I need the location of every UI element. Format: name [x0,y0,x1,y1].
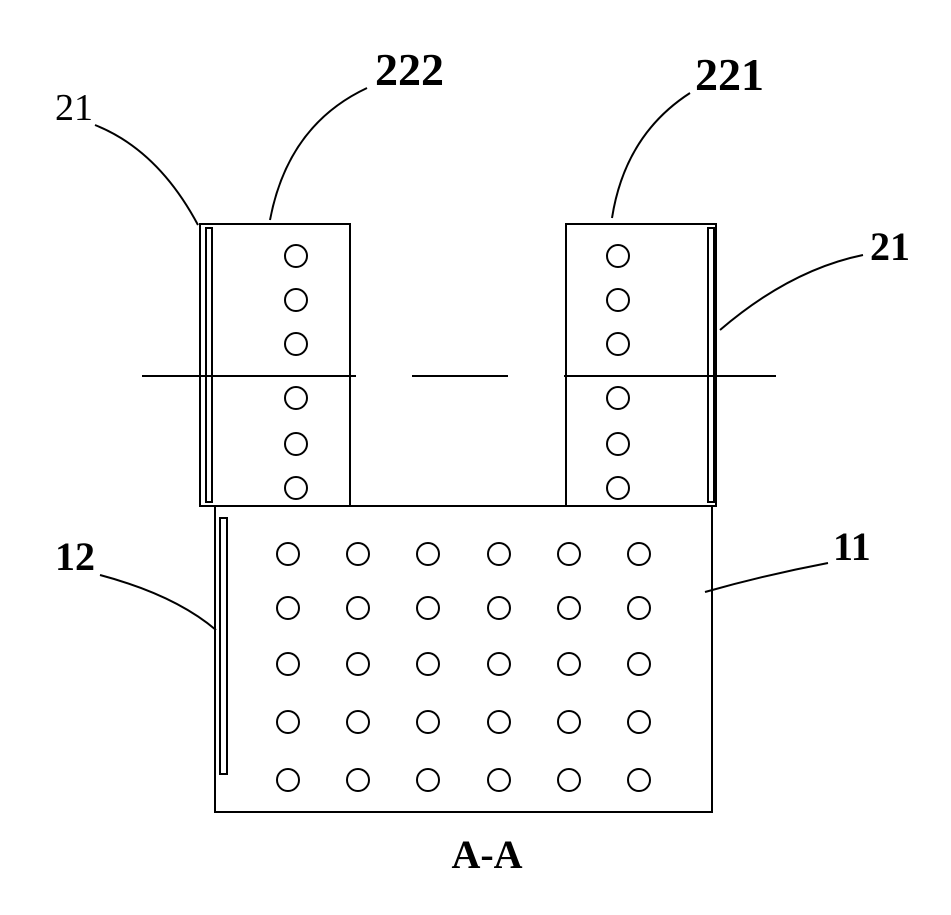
ref-label: 11 [833,524,871,569]
hole [488,653,510,675]
leader-line [95,125,198,225]
hole [628,597,650,619]
hole [417,597,439,619]
hole [558,711,580,733]
hole [558,653,580,675]
hole [285,477,307,499]
hole [607,289,629,311]
hole [285,245,307,267]
hole [628,711,650,733]
hole [347,597,369,619]
ref-label: 222 [375,44,444,95]
hole [417,543,439,565]
left-column-inner [206,228,212,502]
hole [607,245,629,267]
hole [347,653,369,675]
right-column-inner [708,228,714,502]
hole [558,769,580,791]
hole [607,433,629,455]
hole [488,769,510,791]
leader-line [270,88,367,220]
ref-label: 21 [55,87,93,129]
hole [417,653,439,675]
hole [607,387,629,409]
leader-line [612,93,690,218]
section-diagram: 21 222 221 21 12 11 A-A [20,20,951,895]
hole [285,387,307,409]
hole [277,711,299,733]
right-column [566,224,716,506]
ref-label: 12 [55,534,95,579]
ref-label: 221 [695,49,764,100]
hole [277,653,299,675]
hole [285,333,307,355]
hole [628,769,650,791]
hole [347,543,369,565]
hole [347,711,369,733]
hole [417,769,439,791]
hole [347,769,369,791]
left-column [200,224,350,506]
hole [488,711,510,733]
leader-line [705,563,828,592]
leader-line [720,255,863,330]
hole [558,597,580,619]
hole [628,653,650,675]
hole [607,333,629,355]
hole [558,543,580,565]
lower-box-inner [220,518,227,774]
hole [488,597,510,619]
leader-line [100,575,216,630]
hole [285,289,307,311]
hole [285,433,307,455]
hole [277,543,299,565]
hole [417,711,439,733]
hole [277,597,299,619]
lower-box [215,506,712,812]
ref-label: 21 [870,224,910,269]
hole [277,769,299,791]
hole [488,543,510,565]
hole [607,477,629,499]
section-label: A-A [451,832,522,877]
hole [628,543,650,565]
